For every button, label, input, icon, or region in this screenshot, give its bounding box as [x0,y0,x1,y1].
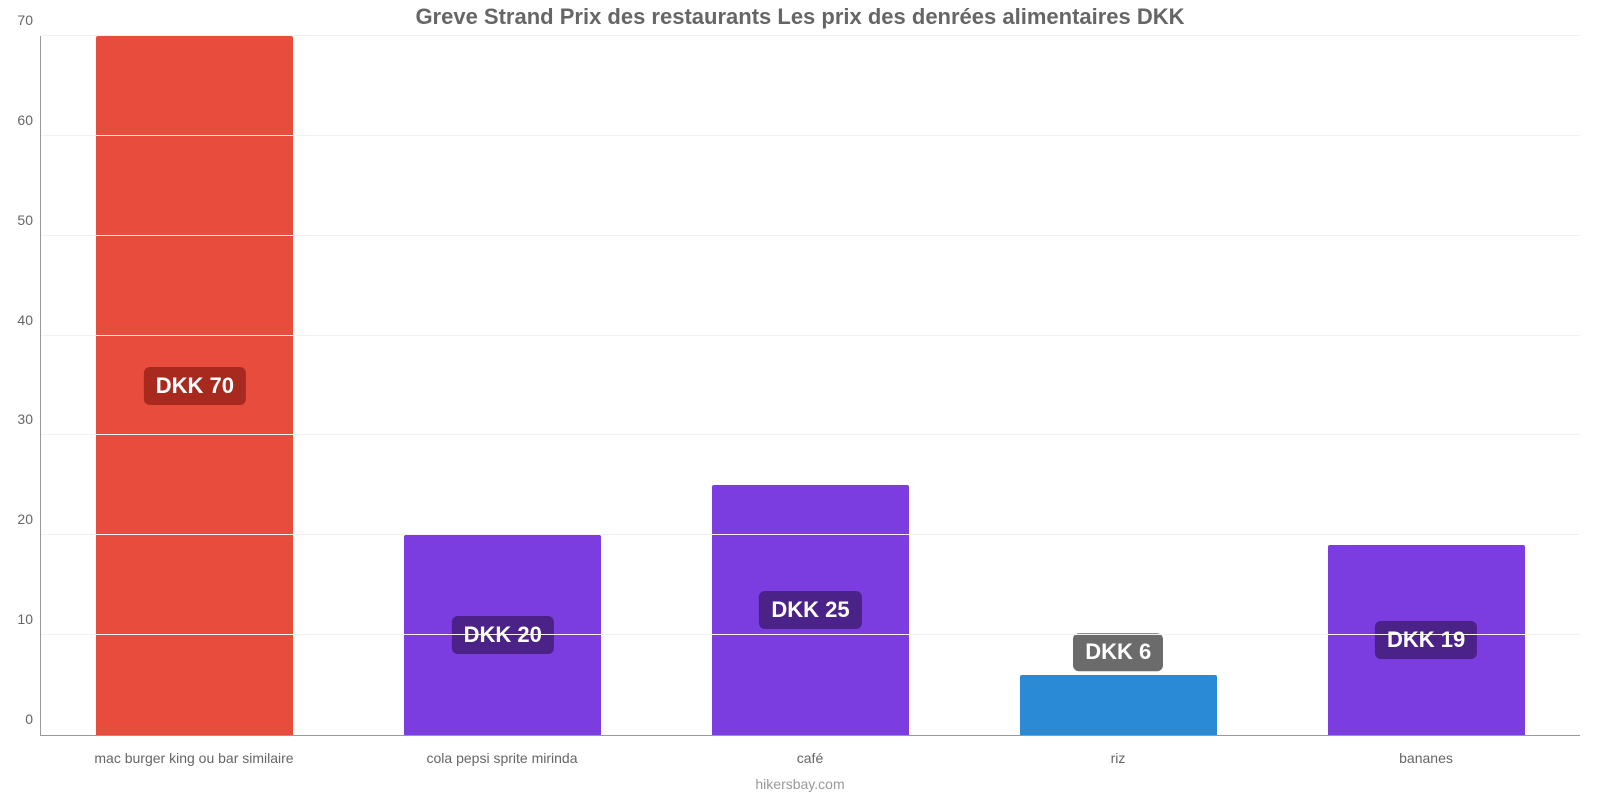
grid-line [41,434,1580,435]
x-axis-label: mac burger king ou bar similaire [40,750,348,766]
value-badge: DKK 6 [1073,633,1163,671]
y-tick-label: 50 [17,212,41,228]
grid-line [41,235,1580,236]
value-badge: DKK 25 [759,591,861,629]
bar-slot: DKK 19 [1272,36,1580,735]
y-tick-label: 10 [17,611,41,627]
y-tick-label: 0 [25,711,41,727]
grid-line [41,35,1580,36]
bar-slot: DKK 70 [41,36,349,735]
grid-line [41,135,1580,136]
grid-line [41,634,1580,635]
y-tick-label: 60 [17,112,41,128]
plot-area: DKK 70DKK 20DKK 25DKK 6DKK 19 0102030405… [40,36,1580,736]
grid-line [41,534,1580,535]
bar-slot: DKK 6 [964,36,1272,735]
value-badge: DKK 19 [1375,621,1477,659]
x-axis-label: riz [964,750,1272,766]
bar-group: DKK 70 DKK 20 DKK 25 DKK 6 DKK 19 [41,36,1580,735]
y-tick-label: 20 [17,511,41,527]
x-axis-label: bananes [1272,750,1580,766]
bar-slot: DKK 20 [349,36,657,735]
bar [1020,675,1217,735]
price-bar-chart: Greve Strand Prix des restaurants Les pr… [0,0,1600,800]
y-tick-label: 70 [17,12,41,28]
chart-title: Greve Strand Prix des restaurants Les pr… [0,4,1600,30]
grid-line [41,335,1580,336]
y-tick-label: 30 [17,411,41,427]
value-badge: DKK 70 [144,367,246,405]
chart-footer: hikersbay.com [0,776,1600,792]
x-axis-labels: mac burger king ou bar similairecola pep… [40,750,1580,766]
y-tick-label: 40 [17,312,41,328]
x-axis-label: cola pepsi sprite mirinda [348,750,656,766]
x-axis-label: café [656,750,964,766]
bar-slot: DKK 25 [657,36,965,735]
value-badge: DKK 20 [452,616,554,654]
